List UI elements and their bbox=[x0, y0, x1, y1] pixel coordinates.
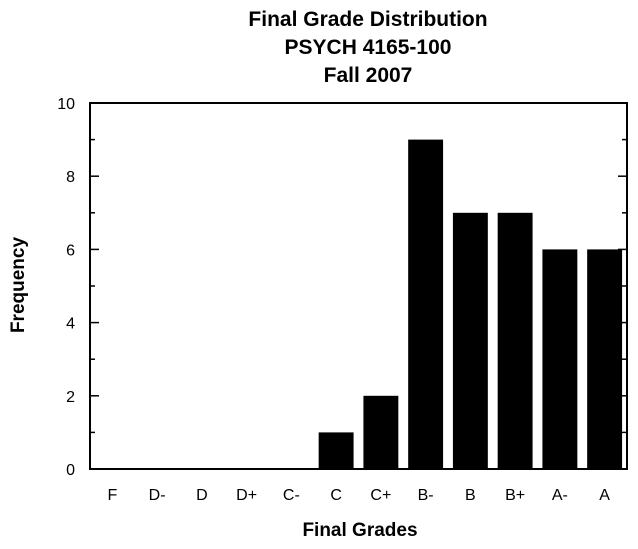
y-tick-label-0: 0 bbox=[66, 462, 75, 479]
y-tick-label-3: 6 bbox=[66, 242, 75, 259]
bar-6 bbox=[363, 395, 399, 469]
bar-8 bbox=[452, 212, 488, 470]
x-tick-label-6: C+ bbox=[370, 487, 391, 504]
x-tick-label-3: D+ bbox=[236, 487, 257, 504]
x-tick-label-2: D bbox=[196, 487, 208, 504]
chart-title: Final Grade Distribution PSYCH 4165-100 … bbox=[248, 8, 487, 87]
bar-11 bbox=[587, 249, 623, 469]
x-tick-label-7: B- bbox=[418, 487, 434, 504]
x-tick-label-4: C- bbox=[283, 487, 300, 504]
x-tick-label-5: C bbox=[330, 487, 342, 504]
x-tick-label-10: A- bbox=[552, 487, 568, 504]
x-tick-label-0: F bbox=[107, 487, 117, 504]
y-tick-label-4: 8 bbox=[66, 169, 75, 186]
x-axis-ticks: F D- D D+ C- C C+ B- B B+ A- A bbox=[107, 487, 610, 504]
bar-10 bbox=[542, 249, 578, 469]
bar-9 bbox=[497, 212, 533, 470]
chart-title-line-3: Fall 2007 bbox=[324, 64, 413, 87]
y-tick-label-1: 2 bbox=[66, 389, 75, 406]
y-tick-label-2: 4 bbox=[66, 316, 75, 333]
bar-5 bbox=[318, 432, 354, 469]
x-axis-label: Final Grades bbox=[302, 520, 417, 541]
x-tick-label-1: D- bbox=[149, 487, 166, 504]
y-tick-label-5: 10 bbox=[57, 96, 75, 113]
bars-group bbox=[318, 139, 623, 470]
y-axis-label: Frequency bbox=[8, 237, 29, 334]
plot-frame bbox=[89, 102, 628, 470]
y-axis-ticks: 0 2 4 6 8 10 bbox=[57, 96, 627, 479]
x-tick-label-11: A bbox=[599, 487, 610, 504]
bar-7 bbox=[408, 139, 444, 469]
x-tick-label-9: B+ bbox=[505, 487, 525, 504]
chart-title-line-2: PSYCH 4165-100 bbox=[285, 36, 452, 59]
x-tick-label-8: B bbox=[465, 487, 476, 504]
chart-title-line-1: Final Grade Distribution bbox=[248, 8, 487, 31]
